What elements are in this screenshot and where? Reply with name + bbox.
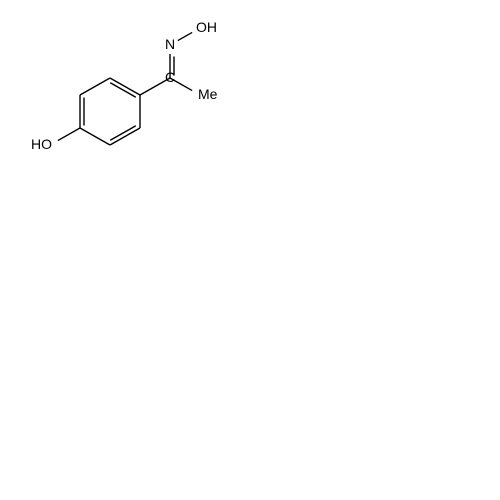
atom-label-oh: HO bbox=[31, 136, 52, 152]
atom-label-n8: N bbox=[165, 36, 175, 52]
atom-label-me: Me bbox=[198, 86, 218, 102]
atom-label-c7: C bbox=[165, 69, 175, 85]
atom-label-o9: OH bbox=[196, 19, 217, 35]
molecule-canvas: C N OH Me HO bbox=[0, 0, 500, 500]
